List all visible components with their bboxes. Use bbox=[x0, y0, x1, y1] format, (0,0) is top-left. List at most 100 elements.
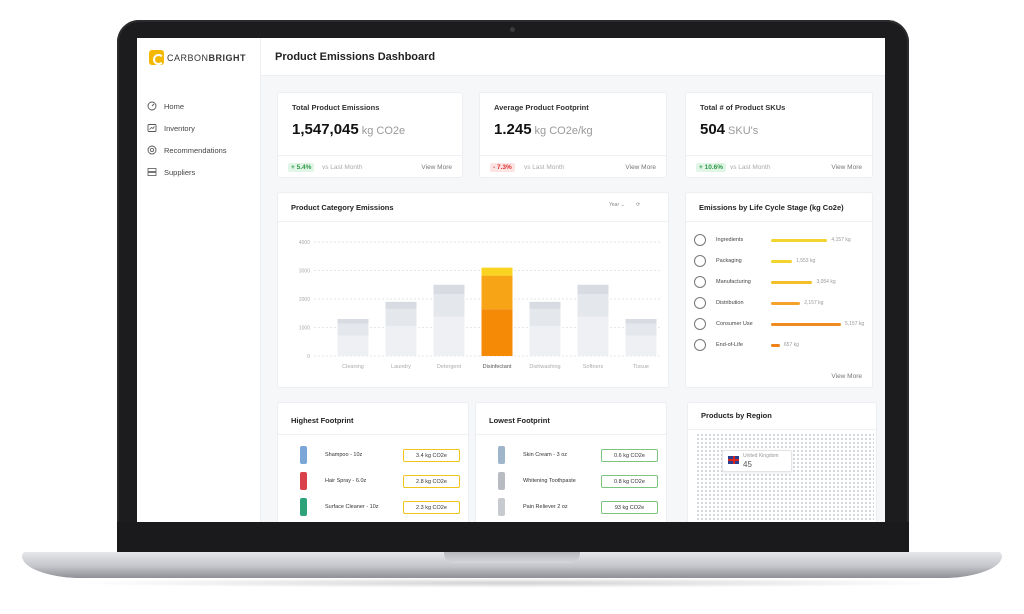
bar-detergent[interactable] bbox=[433, 294, 465, 317]
change-badge: - 7.3% bbox=[490, 163, 515, 172]
bar-laundry[interactable] bbox=[385, 326, 417, 356]
bar-cleaning[interactable] bbox=[337, 323, 369, 336]
ingredients-icon bbox=[694, 234, 706, 246]
bar-dishwashing[interactable] bbox=[529, 326, 561, 356]
stage-value: 3,054 kg bbox=[816, 279, 836, 285]
page-title: Product Emissions Dashboard bbox=[275, 51, 436, 63]
sidebar-item-label: Suppliers bbox=[164, 167, 196, 177]
bar-laundry[interactable] bbox=[385, 301, 417, 309]
product-row[interactable]: Hair Spray - 6.0z 2.8 kg CO2e bbox=[288, 471, 460, 493]
card-divider bbox=[278, 221, 668, 222]
refresh-icon[interactable]: ⟳ bbox=[636, 202, 641, 208]
sidebar-item-label: Inventory bbox=[164, 123, 195, 133]
laptop-shadow bbox=[60, 578, 964, 588]
packaging-icon bbox=[694, 255, 706, 267]
stage-value: 4,157 kg bbox=[831, 237, 851, 243]
product-row[interactable]: Skin Cream - 3 oz 0.6 kg CO2e bbox=[486, 445, 658, 467]
bar-disinfectant[interactable] bbox=[481, 275, 513, 310]
bar-softners[interactable] bbox=[577, 284, 609, 295]
product-image bbox=[300, 472, 307, 490]
y-tick-label: 3000 bbox=[299, 269, 310, 275]
chart-title: Product Category Emissions bbox=[291, 203, 394, 212]
bar-dishwashing[interactable] bbox=[529, 301, 561, 309]
life-cycle-card: Emissions by Life Cycle Stage (kg Co2e) … bbox=[685, 192, 873, 388]
bar-cleaning[interactable] bbox=[337, 335, 369, 356]
stage-bar bbox=[771, 322, 841, 326]
kpi-unit: kg CO2e/kg bbox=[534, 125, 593, 137]
bar-detergent[interactable] bbox=[433, 316, 465, 356]
bar-disinfectant[interactable] bbox=[481, 267, 513, 276]
person-icon bbox=[694, 318, 706, 330]
product-row[interactable]: Pain Reliever 2 oz 93 kg CO2e bbox=[486, 497, 658, 519]
tooltip-count: 45 bbox=[743, 460, 752, 469]
change-badge: + 10.6% bbox=[696, 163, 727, 172]
sidebar-item-recommendations[interactable]: Recommendations bbox=[147, 139, 227, 161]
bar-tissue[interactable] bbox=[625, 323, 657, 336]
bar-dishwashing[interactable] bbox=[529, 308, 561, 327]
bar-softners[interactable] bbox=[577, 294, 609, 317]
life-cycle-title: Emissions by Life Cycle Stage (kg Co2e) bbox=[699, 203, 844, 212]
sidebar-item-suppliers[interactable]: Suppliers bbox=[147, 161, 227, 183]
kpi-value: 1.245 kg CO2e/kg bbox=[494, 121, 593, 138]
x-tick-label: Cleaning bbox=[342, 364, 364, 370]
stage-bar bbox=[771, 238, 828, 242]
laptop-opening-notch bbox=[444, 552, 580, 563]
lowest-footprint-title: Lowest Footprint bbox=[489, 416, 550, 425]
product-image bbox=[498, 472, 505, 490]
view-more-link[interactable]: View More bbox=[831, 164, 862, 171]
header: Product Emissions Dashboard bbox=[261, 38, 885, 76]
product-footprint-value: 93 kg CO2e bbox=[601, 501, 658, 514]
product-footprint-value: 2.8 kg CO2e bbox=[403, 475, 460, 488]
stage-label: Manufacturing bbox=[716, 279, 751, 285]
view-more-link[interactable]: View More bbox=[421, 164, 452, 171]
product-row[interactable]: Whitening Toothpaste 0.8 kg CO2e bbox=[486, 471, 658, 493]
recommendations-target-icon bbox=[147, 145, 157, 155]
product-name: Surface Cleaner - 10z bbox=[325, 504, 379, 510]
period-dropdown[interactable]: Year ⌄ bbox=[609, 202, 625, 208]
kpi-footer: + 5.4% vs Last Month View More bbox=[278, 155, 462, 179]
home-gauge-icon bbox=[147, 101, 157, 111]
stage-bar bbox=[771, 280, 813, 284]
life-cycle-row: End-of-Life 657 kg bbox=[694, 338, 874, 352]
stage-label: Distribution bbox=[716, 300, 744, 306]
bar-detergent[interactable] bbox=[433, 284, 465, 295]
product-name: Shampoo - 10z bbox=[325, 452, 363, 458]
product-name: Skin Cream - 3 oz bbox=[523, 452, 568, 458]
kpi-footer: - 7.3% vs Last Month View More bbox=[480, 155, 666, 179]
region-title: Products by Region bbox=[701, 411, 772, 420]
kpi-title: Average Product Footprint bbox=[494, 103, 589, 112]
lowest-footprint-card: Lowest Footprint Skin Cream - 3 oz 0.6 kg… bbox=[475, 402, 667, 522]
bar-laundry[interactable] bbox=[385, 308, 417, 327]
sidebar-item-inventory[interactable]: Inventory bbox=[147, 117, 227, 139]
highest-footprint-card: Highest Footprint Shampoo - 10z 3.4 kg CO… bbox=[277, 402, 469, 522]
logo[interactable]: CARBONBRIGHT bbox=[149, 50, 246, 65]
product-image bbox=[498, 498, 505, 516]
stage-bar bbox=[771, 343, 780, 347]
bar-softners[interactable] bbox=[577, 316, 609, 356]
category-bar-chart: 0 1000 2000 3000 4000 Cleaning Laundry Detergen… bbox=[299, 240, 660, 370]
world-dot-map[interactable] bbox=[696, 433, 874, 522]
tooltip-country: United Kingdom bbox=[743, 453, 779, 459]
bar-cleaning[interactable] bbox=[337, 318, 369, 324]
bar-tissue[interactable] bbox=[625, 335, 657, 356]
kpi-value: 504 SKU's bbox=[700, 121, 759, 138]
product-row[interactable]: Surface Cleaner - 10z 2.3 kg CO2e bbox=[288, 497, 460, 519]
sidebar-item-label: Recommendations bbox=[164, 145, 227, 155]
product-row[interactable]: Shampoo - 10z 3.4 kg CO2e bbox=[288, 445, 460, 467]
product-footprint-value: 0.8 kg CO2e bbox=[601, 475, 658, 488]
x-tick-label: Disinfectant bbox=[483, 364, 512, 370]
view-more-link[interactable]: View More bbox=[831, 373, 862, 380]
bar-disinfectant[interactable] bbox=[481, 309, 513, 356]
change-badge: + 5.4% bbox=[288, 163, 315, 172]
bar-tissue[interactable] bbox=[625, 318, 657, 324]
product-footprint-value: 3.4 kg CO2e bbox=[403, 449, 460, 462]
truck-icon bbox=[694, 297, 706, 309]
sidebar-item-home[interactable]: Home bbox=[147, 95, 227, 117]
x-tick-label: Softners bbox=[583, 364, 604, 370]
view-more-link[interactable]: View More bbox=[625, 164, 656, 171]
stage-label: End-of-Life bbox=[716, 342, 743, 348]
y-tick-label: 1000 bbox=[299, 326, 310, 332]
region-tooltip: United Kingdom 45 bbox=[722, 450, 792, 472]
product-image bbox=[498, 446, 505, 464]
comparison-label: vs Last Month bbox=[322, 164, 363, 171]
